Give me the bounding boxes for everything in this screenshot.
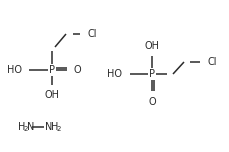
Text: H: H	[51, 122, 58, 132]
Text: 2: 2	[57, 126, 61, 132]
Text: HO: HO	[107, 69, 122, 79]
Text: N: N	[27, 122, 35, 132]
Text: 2: 2	[24, 126, 28, 132]
Text: N: N	[45, 122, 52, 132]
Text: HO: HO	[7, 65, 22, 75]
Text: P: P	[49, 65, 55, 75]
Text: P: P	[149, 69, 155, 79]
Text: Cl: Cl	[208, 57, 218, 67]
Text: H: H	[18, 122, 25, 132]
Text: Cl: Cl	[88, 29, 98, 39]
Text: OH: OH	[44, 90, 60, 100]
Text: OH: OH	[144, 41, 160, 51]
Text: O: O	[74, 65, 82, 75]
Text: O: O	[148, 97, 156, 107]
